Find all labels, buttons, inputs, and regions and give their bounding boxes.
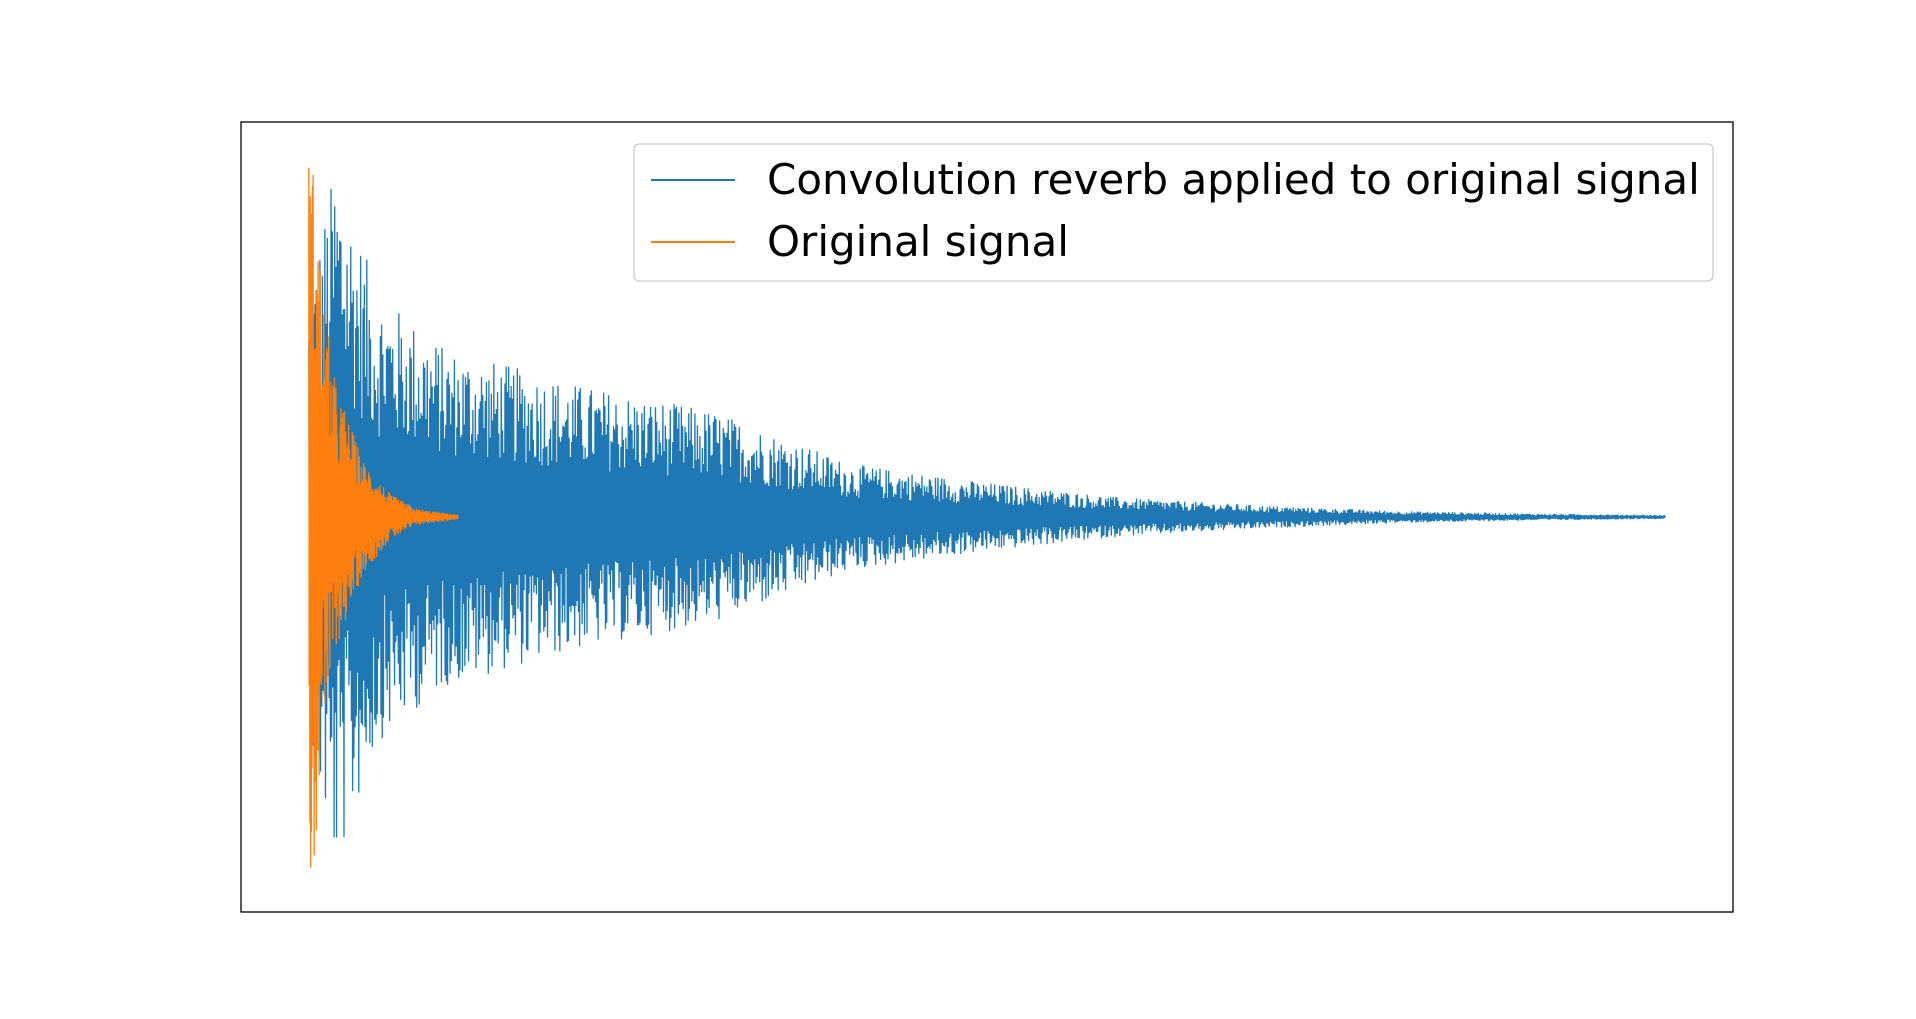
legend: Convolution reverb applied to original s… [633, 143, 1714, 282]
series-line-original [308, 167, 459, 868]
legend-label-reverb: Convolution reverb applied to original s… [767, 155, 1700, 204]
series-line-reverb [308, 188, 1666, 838]
legend-label-original: Original signal [767, 217, 1069, 266]
series-layer [308, 167, 1666, 868]
legend-box [633, 143, 1714, 282]
